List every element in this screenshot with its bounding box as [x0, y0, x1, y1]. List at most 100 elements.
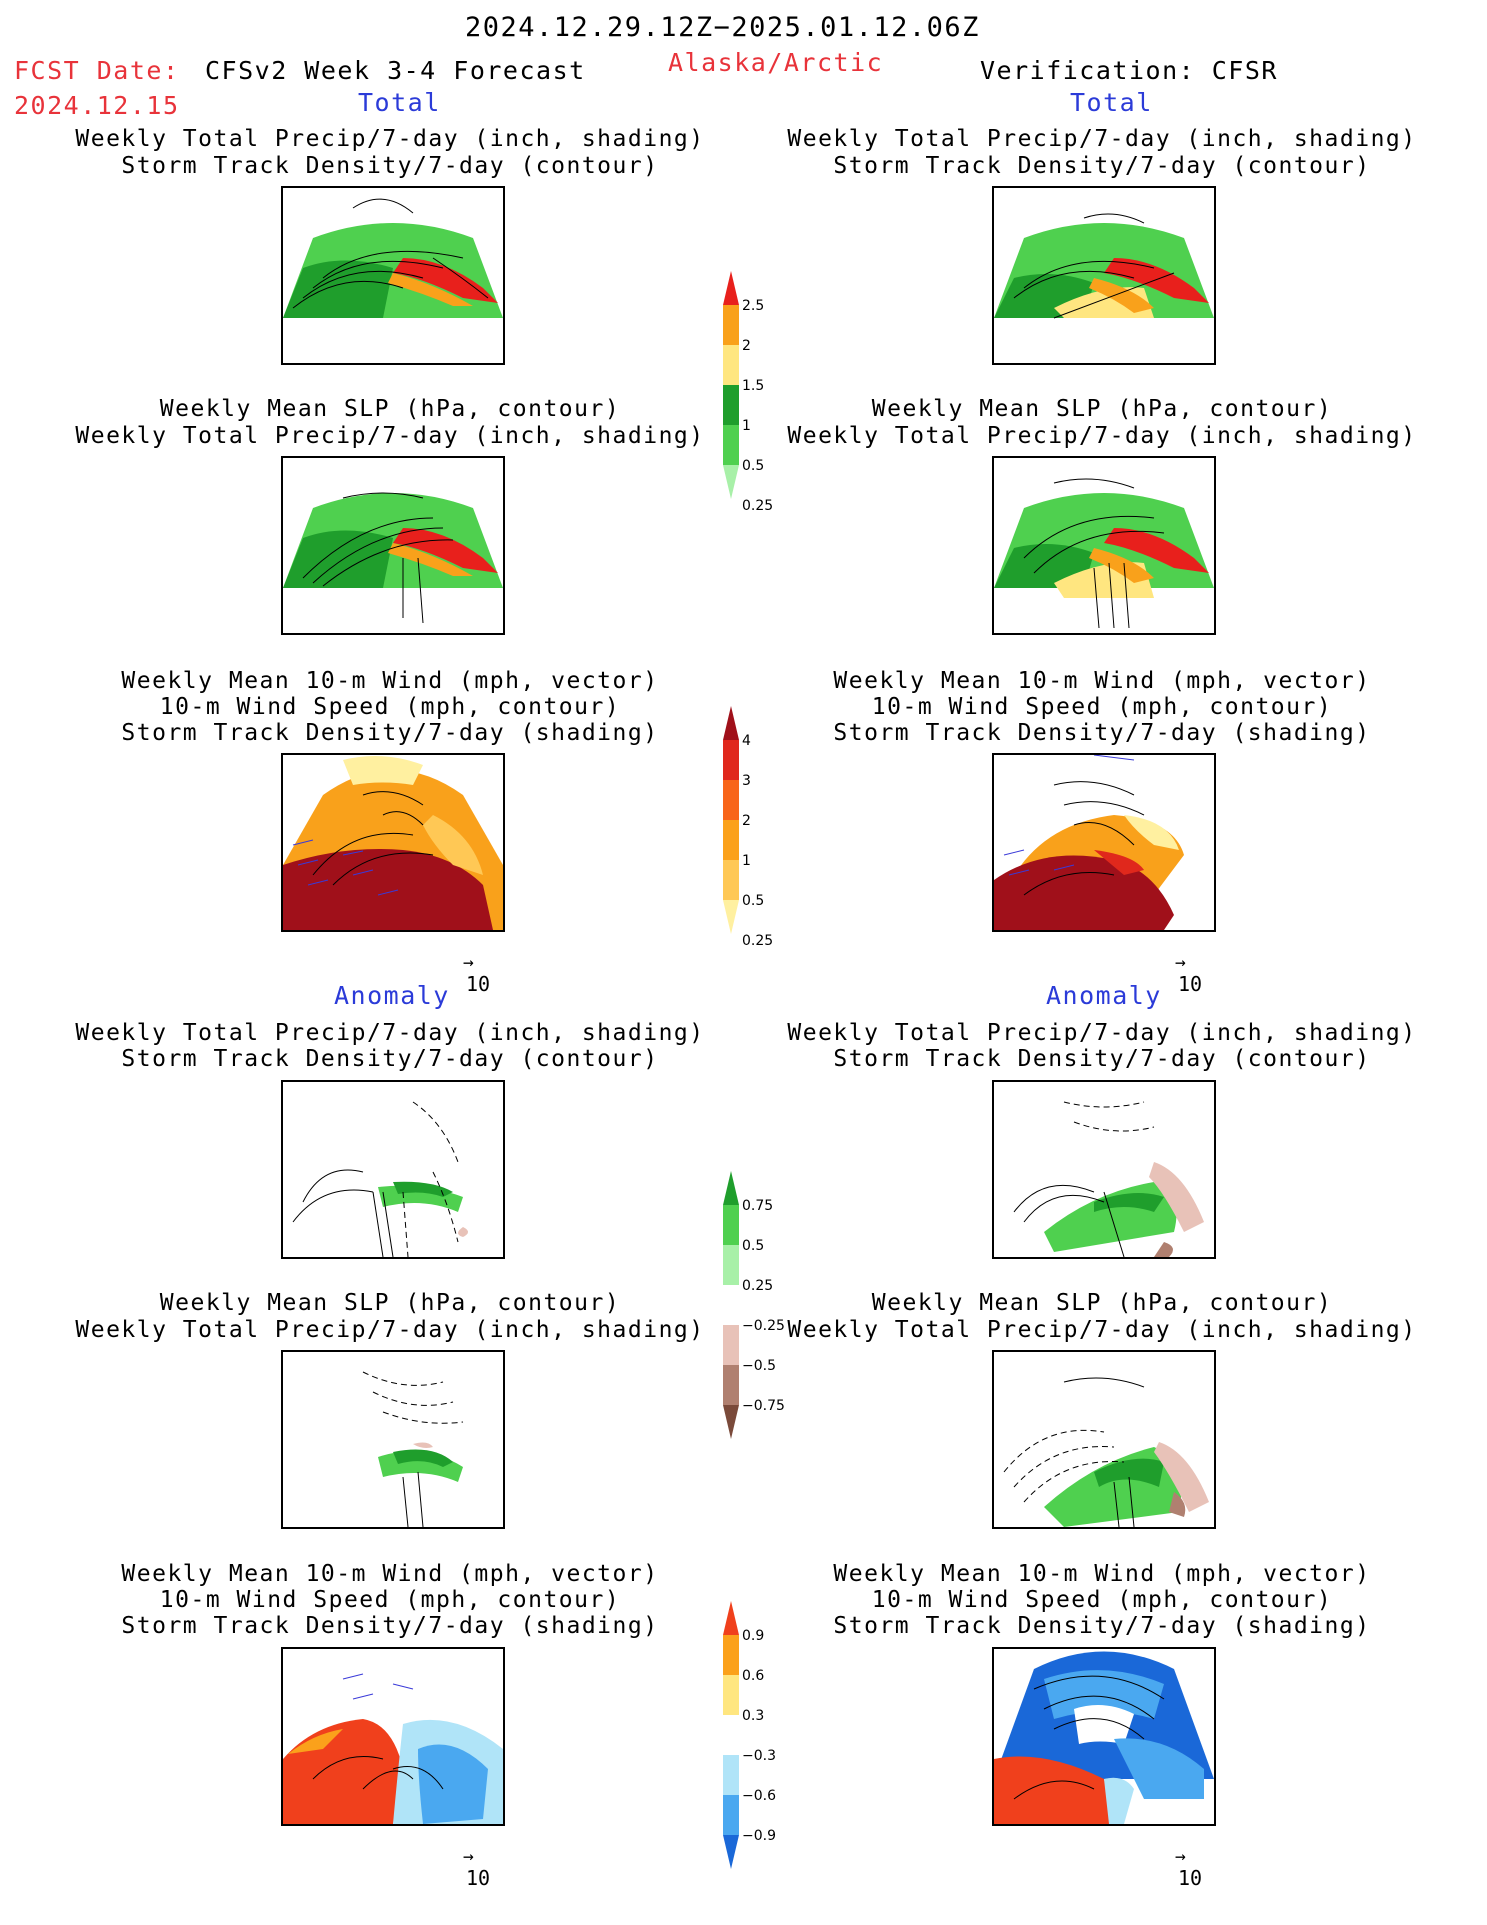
colorbar-tick-label: 1 — [742, 418, 751, 434]
panel-title-line2: Storm Track Density/7-day (contour) — [833, 1046, 1371, 1072]
anomaly-label-right: Anomaly — [1046, 981, 1162, 1010]
slp-precip-map-forecast — [281, 456, 505, 635]
colorbar-segment — [723, 1325, 739, 1365]
anomaly-precip-stormtrack-map-verification — [992, 1080, 1216, 1259]
vector-reference-label: 10 — [466, 1866, 491, 1890]
colorbar-tick-label: 3 — [742, 773, 751, 789]
colorbar-anomaly-precip: 0.75 0.5 0.25 −0.25 −0.5 −0.75 — [723, 1171, 785, 1439]
panel-title-line1: Weekly Total Precip/7-day (inch, shading… — [787, 1020, 1417, 1046]
colorbar-segment — [723, 305, 739, 345]
panel-title-line3: Storm Track Density/7-day (shading) — [121, 720, 659, 746]
colorbar-tip-top — [723, 271, 739, 305]
total-precip-stormtrack-map-verification — [992, 186, 1216, 365]
verification-title: Verification: CFSR — [980, 56, 1278, 85]
colorbar-segment — [723, 820, 739, 860]
colorbar-segment — [723, 780, 739, 820]
colorbar-tip-bottom — [723, 1405, 739, 1439]
colorbar-segment — [723, 860, 739, 900]
panel-title-line1: Weekly Mean SLP (hPa, contour) — [159, 396, 621, 422]
colorbar-tick-label: −0.5 — [742, 1358, 776, 1374]
model-title: CFSv2 Week 3-4 Forecast — [205, 56, 586, 85]
total-label-right: Total — [1070, 88, 1153, 117]
colorbar-tick-label: −0.25 — [742, 1318, 785, 1334]
colorbar-tip-bottom — [723, 1835, 739, 1869]
vector-reference-label: 10 — [466, 972, 491, 996]
fcst-date-value: 2024.12.15 — [14, 91, 180, 120]
colorbar-segment — [723, 385, 739, 425]
colorbar-total-stormtrack: 4 3 2 1 0.5 0.25 — [723, 706, 773, 949]
colorbar-tick-label: 0.25 — [742, 498, 773, 514]
colorbar-tick-label: 4 — [742, 733, 751, 749]
panel-title-line2: Weekly Total Precip/7-day (inch, shading… — [75, 423, 705, 449]
anomaly-label-left: Anomaly — [334, 981, 450, 1010]
panel-title-line1: Weekly Total Precip/7-day (inch, shading… — [787, 126, 1417, 152]
panel-title-line2: Weekly Total Precip/7-day (inch, shading… — [787, 1317, 1417, 1343]
colorbar-segment — [723, 425, 739, 465]
region-title: Alaska/Arctic — [668, 48, 884, 77]
colorbar-tick-label: 2 — [742, 338, 751, 354]
vector-reference-arrow: → — [463, 952, 474, 973]
panel-title-line1: Weekly Mean 10-m Wind (mph, vector) — [833, 1561, 1371, 1587]
total-precip-stormtrack-map-forecast — [281, 186, 505, 365]
colorbar-segment — [723, 1285, 739, 1325]
panel-title-line1: Weekly Mean SLP (hPa, contour) — [159, 1290, 621, 1316]
vector-reference-label: 10 — [1178, 972, 1203, 996]
colorbar-tick-label: 0.6 — [742, 1668, 764, 1684]
colorbar-segment — [723, 740, 739, 780]
total-label-left: Total — [358, 88, 441, 117]
panel-title-line2: Weekly Total Precip/7-day (inch, shading… — [75, 1317, 705, 1343]
panel-title-line3: Storm Track Density/7-day (shading) — [121, 1613, 659, 1639]
colorbar-tick-label: 0.25 — [742, 1278, 773, 1294]
colorbar-tip-top — [723, 1171, 739, 1205]
wind-stormtrack-map-forecast — [281, 753, 505, 932]
panel-title-line1: Weekly Mean 10-m Wind (mph, vector) — [121, 668, 659, 694]
vector-reference-arrow: → — [1175, 952, 1186, 973]
panel-title-line2: 10-m Wind Speed (mph, contour) — [871, 1587, 1333, 1613]
panel-title-line1: Weekly Mean SLP (hPa, contour) — [871, 396, 1333, 422]
slp-precip-map-verification — [992, 456, 1216, 635]
colorbar-tick-label: 0.3 — [742, 1708, 764, 1724]
panel-title-line2: Storm Track Density/7-day (contour) — [121, 153, 659, 179]
colorbar-tick-label: 0.5 — [742, 1238, 764, 1254]
vector-reference-arrow: → — [1175, 1846, 1186, 1867]
panel-title-line2: 10-m Wind Speed (mph, contour) — [159, 1587, 621, 1613]
anomaly-slp-precip-map-forecast — [281, 1350, 505, 1529]
panel-title-line1: Weekly Mean 10-m Wind (mph, vector) — [121, 1561, 659, 1587]
colorbar-segment — [723, 1675, 739, 1715]
colorbar-tick-label: 0.25 — [742, 933, 773, 949]
panel-title-line3: Storm Track Density/7-day (shading) — [833, 1613, 1371, 1639]
colorbar-tick-label: −0.3 — [742, 1748, 776, 1764]
colorbar-tick-label: 1.5 — [742, 378, 764, 394]
colorbar-tip-top — [723, 1601, 739, 1635]
wind-stormtrack-map-verification — [992, 753, 1216, 932]
colorbar-segment — [723, 1245, 739, 1285]
colorbar-segment — [723, 1795, 739, 1835]
panel-title-line2: Weekly Total Precip/7-day (inch, shading… — [787, 423, 1417, 449]
panel-title-line1: Weekly Total Precip/7-day (inch, shading… — [75, 126, 705, 152]
colorbar-tick-label: −0.6 — [742, 1788, 776, 1804]
colorbar-tick-label: 0.5 — [742, 458, 764, 474]
colorbar-tip-bottom — [723, 465, 739, 499]
colorbar-tick-label: 0.5 — [742, 893, 764, 909]
panel-title-line2: 10-m Wind Speed (mph, contour) — [871, 694, 1333, 720]
anomaly-slp-precip-map-verification — [992, 1350, 1216, 1529]
vector-reference-arrow: → — [463, 1846, 474, 1867]
colorbar-tick-label: −0.75 — [742, 1398, 785, 1414]
colorbar-anomaly-stormtrack: 0.9 0.6 0.3 −0.3 −0.6 −0.9 — [723, 1601, 776, 1869]
colorbar-tick-label: 2.5 — [742, 298, 764, 314]
colorbar-segment — [723, 1365, 739, 1405]
colorbar-tip-bottom — [723, 900, 739, 934]
panel-title-line1: Weekly Total Precip/7-day (inch, shading… — [75, 1020, 705, 1046]
fcst-date-label: FCST Date: — [14, 56, 180, 85]
panel-title-line1: Weekly Mean SLP (hPa, contour) — [871, 1290, 1333, 1316]
colorbar-segment — [723, 1205, 739, 1245]
panel-title-line3: Storm Track Density/7-day (shading) — [833, 720, 1371, 746]
panel-title-line1: Weekly Mean 10-m Wind (mph, vector) — [833, 668, 1371, 694]
colorbar-segment — [723, 1715, 739, 1755]
colorbar-segment — [723, 1635, 739, 1675]
anomaly-precip-stormtrack-map-forecast — [281, 1080, 505, 1259]
colorbar-tick-label: 2 — [742, 813, 751, 829]
colorbar-segment — [723, 345, 739, 385]
panel-title-line2: Storm Track Density/7-day (contour) — [833, 153, 1371, 179]
period-title: 2024.12.29.12Z−2025.01.12.06Z — [465, 12, 980, 43]
